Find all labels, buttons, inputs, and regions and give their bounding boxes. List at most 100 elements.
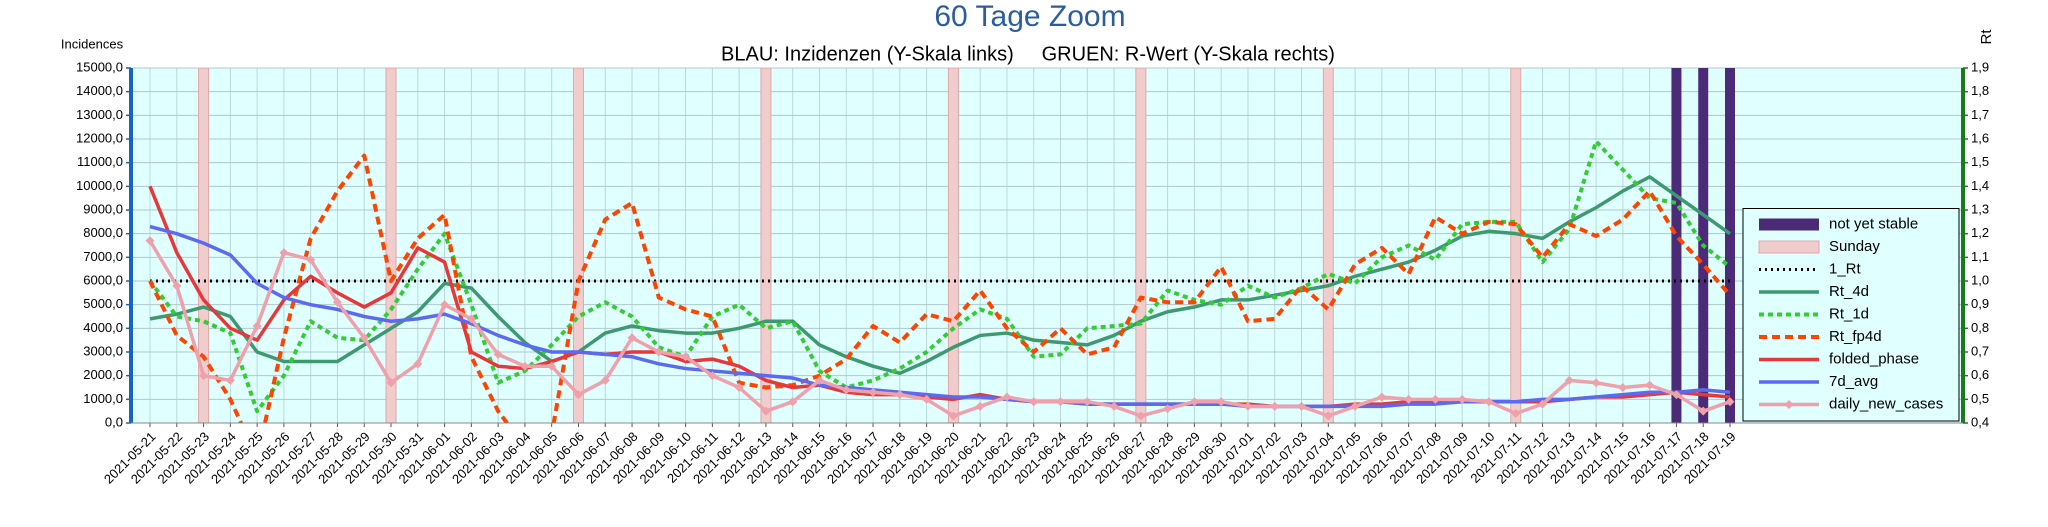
line-marker (600, 375, 610, 385)
y-tick-label: 0,0 (105, 414, 123, 429)
line-marker (1216, 397, 1226, 407)
legend-swatch (1759, 218, 1819, 231)
y2-tick-label: 0,6 (1971, 367, 1989, 382)
line-marker (1243, 401, 1253, 411)
legend: not yet stable Sunday 1_Rt Rt_4d Rt_1d Rt_fp4… (1742, 208, 1960, 422)
line-marker (707, 371, 717, 381)
y2-tick-label: 1,0 (1971, 272, 1989, 287)
line-marker (1082, 397, 1092, 407)
line-marker (172, 281, 182, 291)
line-marker (895, 390, 905, 400)
line-marker (1029, 397, 1039, 407)
line-marker (1457, 394, 1467, 404)
legend-marker (1784, 400, 1794, 409)
line-marker (547, 361, 557, 371)
y2-tick-label: 1,3 (1971, 201, 1989, 216)
line-marker (1350, 401, 1360, 411)
line-marker (1564, 375, 1574, 385)
line-marker (734, 383, 744, 392)
line-marker (761, 406, 771, 416)
legend-label: Rt_1d (1829, 305, 1869, 322)
line-marker (359, 333, 369, 343)
y2-tick-label: 1,1 (1971, 249, 1989, 264)
line-marker (1511, 409, 1521, 419)
line-marker (306, 255, 316, 265)
line-marker (1270, 401, 1280, 411)
line-marker (573, 390, 583, 400)
y-tick-label: 14000,0 (76, 83, 123, 98)
line-series (148, 239, 1731, 418)
line-marker (1538, 399, 1548, 409)
y-tick-label: 7000,0 (83, 249, 123, 264)
line-marker (1109, 401, 1119, 411)
y2-tick-label: 0,7 (1971, 343, 1989, 358)
line-marker (922, 394, 932, 404)
line-marker (841, 385, 851, 395)
line-marker (440, 300, 450, 310)
legend-label: 7d_avg (1829, 373, 1878, 390)
legend-label: Rt_4d (1829, 283, 1869, 300)
line-marker (1645, 380, 1655, 390)
line-marker (1002, 392, 1012, 402)
line-marker (252, 321, 262, 331)
line-marker (493, 349, 503, 359)
line-marker (1404, 394, 1414, 404)
bar (760, 68, 772, 423)
line-marker (681, 352, 691, 362)
chart-subtitle: BLAU: Inzidenzen (Y-Skala links) GRUEN: … (721, 43, 1335, 65)
line-marker (1323, 411, 1333, 421)
legend-swatch (1758, 240, 1820, 254)
y2-tick-label: 0,4 (1971, 414, 1989, 429)
bar (1725, 68, 1735, 423)
line-marker (413, 359, 423, 369)
y-tick-label: 15000,0 (76, 59, 123, 74)
y2-tick-label: 0,8 (1971, 320, 1989, 335)
y2-tick-label: 1,6 (1971, 130, 1989, 145)
line-marker (279, 248, 289, 258)
y-tick-label: 11000,0 (77, 154, 123, 169)
line-marker (199, 371, 209, 381)
line-marker (1377, 392, 1387, 402)
line-marker (145, 236, 155, 246)
line-series (148, 139, 1732, 414)
bar (1671, 68, 1682, 423)
line-marker (386, 378, 396, 388)
y2-tick-label: 1,4 (1971, 178, 1989, 193)
y-tick-label: 5000,0 (83, 296, 123, 311)
line-marker (1189, 397, 1199, 407)
y2-tick-label: 1,7 (1971, 107, 1989, 122)
y-tick-label: 13000,0 (76, 107, 123, 122)
bar (947, 68, 959, 423)
line-series (149, 224, 1731, 409)
line-marker (868, 387, 878, 397)
line-marker (1056, 397, 1066, 407)
y2-axis-label: Rt (1978, 29, 1995, 45)
bar (1322, 68, 1334, 423)
legend-label: folded_phase (1829, 350, 1919, 367)
line-marker (466, 314, 476, 324)
line-marker (1698, 406, 1708, 416)
line-marker (1484, 397, 1494, 407)
line-marker (520, 361, 530, 371)
bar (1135, 68, 1147, 423)
legend-label: Rt_fp4d (1829, 328, 1882, 345)
line-marker (975, 401, 985, 411)
y2-tick-label: 1,2 (1971, 225, 1989, 240)
line-marker (332, 297, 342, 307)
y-tick-label: 8000,0 (83, 225, 123, 240)
line-marker (1725, 397, 1735, 407)
y-tick-label: 9000,0 (83, 201, 123, 216)
legend-label: not yet stable (1829, 215, 1918, 232)
legend-label: daily_new_cases (1829, 395, 1943, 412)
line-marker (654, 347, 664, 357)
chart-title: 60 Tage Zoom (934, 0, 1125, 33)
line-marker (1671, 390, 1681, 400)
line-marker (814, 375, 824, 385)
line-marker (1618, 383, 1628, 392)
y-tick-label: 6000,0 (83, 272, 123, 287)
bar (572, 68, 584, 423)
line-marker (1163, 404, 1173, 414)
line-series (149, 175, 1732, 376)
y-axis-label: Incidences (61, 36, 124, 51)
